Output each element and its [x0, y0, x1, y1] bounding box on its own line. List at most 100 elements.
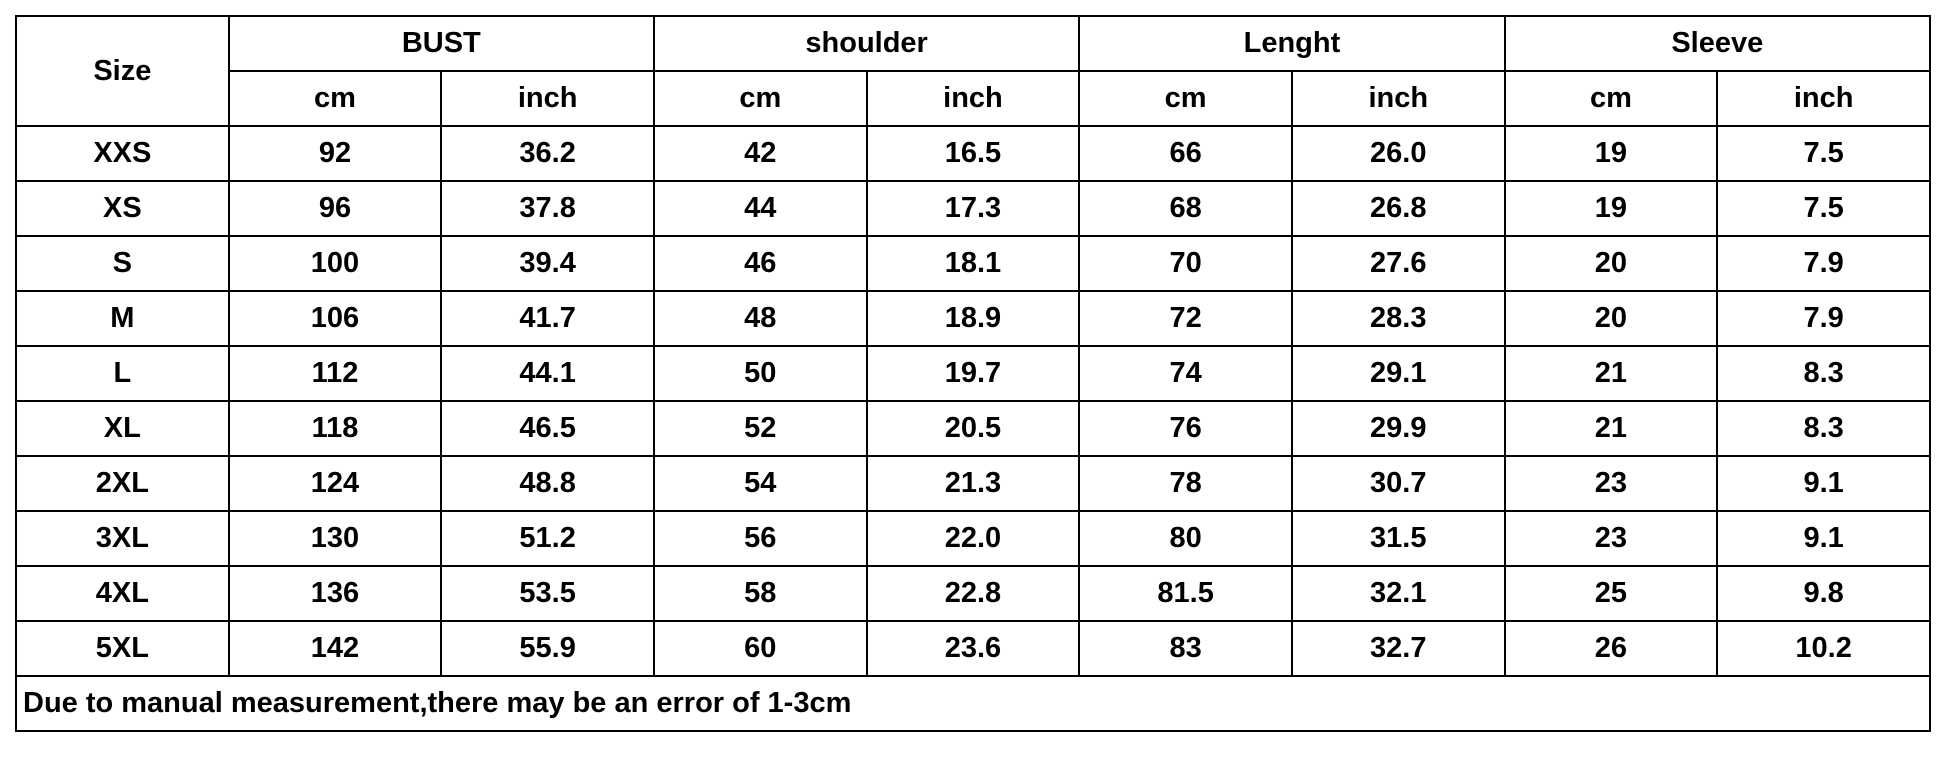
measurement: 10.2	[1716, 620, 1931, 677]
measurement: 9.1	[1716, 455, 1931, 512]
size-label: XXS	[15, 125, 230, 182]
measurement: 44.1	[440, 345, 655, 402]
note-row: Due to manual measurement,there may be a…	[15, 675, 1931, 732]
measurement: 36.2	[440, 125, 655, 182]
unit-header: inch	[1716, 70, 1931, 127]
measurement: 92	[227, 125, 443, 182]
unit-header: cm	[227, 70, 443, 127]
data-row: 5XL 142 55.9 60 23.6 83 32.7 26 10.2	[15, 620, 1931, 677]
measurement: 18.9	[865, 290, 1081, 347]
measurement: 20	[1503, 235, 1719, 292]
data-row: S 100 39.4 46 18.1 70 27.6 20 7.9	[15, 235, 1931, 292]
measurement: 52	[652, 400, 868, 457]
measurement: 70	[1078, 235, 1293, 292]
measurement: 9.8	[1716, 565, 1931, 622]
data-row: M 106 41.7 48 18.9 72 28.3 20 7.9	[15, 290, 1931, 347]
measurement: 19.7	[865, 345, 1081, 402]
data-row: L 112 44.1 50 19.7 74 29.1 21 8.3	[15, 345, 1931, 402]
size-label: XS	[15, 180, 230, 237]
measurement: 118	[227, 400, 443, 457]
group-header: BUST	[227, 15, 655, 72]
measurement: 22.8	[865, 565, 1081, 622]
measurement: 66	[1078, 125, 1293, 182]
measurement: 124	[227, 455, 443, 512]
measurement: 19	[1503, 125, 1719, 182]
measurement: 23.6	[865, 620, 1081, 677]
size-label: XL	[15, 400, 230, 457]
measurement: 74	[1078, 345, 1293, 402]
measurement: 48	[652, 290, 868, 347]
measurement: 16.5	[865, 125, 1081, 182]
measurement: 130	[227, 510, 443, 567]
measurement: 7.9	[1716, 290, 1931, 347]
measurement: 23	[1503, 455, 1719, 512]
measurement: 106	[227, 290, 443, 347]
measurement: 68	[1078, 180, 1293, 237]
measurement: 26.8	[1290, 180, 1506, 237]
measurement: 96	[227, 180, 443, 237]
measurement: 31.5	[1290, 510, 1506, 567]
measurement: 76	[1078, 400, 1293, 457]
measurement: 78	[1078, 455, 1293, 512]
measurement: 136	[227, 565, 443, 622]
measurement: 32.7	[1290, 620, 1506, 677]
measurement: 112	[227, 345, 443, 402]
size-label: L	[15, 345, 230, 402]
measurement: 8.3	[1716, 400, 1931, 457]
size-label: 2XL	[15, 455, 230, 512]
measurement: 81.5	[1078, 565, 1293, 622]
measurement: 20.5	[865, 400, 1081, 457]
measurement: 8.3	[1716, 345, 1931, 402]
measurement: 25	[1503, 565, 1719, 622]
measurement: 20	[1503, 290, 1719, 347]
measurement: 26	[1503, 620, 1719, 677]
measurement: 18.1	[865, 235, 1081, 292]
data-row: XL 118 46.5 52 20.5 76 29.9 21 8.3	[15, 400, 1931, 457]
unit-header: cm	[652, 70, 868, 127]
header-row: Size BUST shoulder Lenght Sleeve	[15, 15, 1932, 127]
measurement: 83	[1078, 620, 1293, 677]
measurement: 44	[652, 180, 868, 237]
measurement: 56	[652, 510, 868, 567]
measurement: 21	[1503, 400, 1719, 457]
unit-header: inch	[1290, 70, 1506, 127]
size-label: 5XL	[15, 620, 230, 677]
measurement: 46.5	[440, 400, 655, 457]
unit-header: inch	[440, 70, 655, 127]
measurement: 19	[1503, 180, 1719, 237]
measurement: 7.9	[1716, 235, 1931, 292]
measurement: 21.3	[865, 455, 1081, 512]
measurement: 42	[652, 125, 868, 182]
measurement: 29.1	[1290, 345, 1506, 402]
measurement: 53.5	[440, 565, 655, 622]
measurement: 23	[1503, 510, 1719, 567]
size-label: M	[15, 290, 230, 347]
size-label: 4XL	[15, 565, 230, 622]
measurement: 27.6	[1290, 235, 1506, 292]
unit-header: inch	[865, 70, 1081, 127]
measurement: 32.1	[1290, 565, 1506, 622]
data-row: 2XL 124 48.8 54 21.3 78 30.7 23 9.1	[15, 455, 1931, 512]
unit-row: cm inch cm inch cm inch cm inch	[16, 70, 1931, 127]
measurement: 9.1	[1716, 510, 1931, 567]
group-header: shoulder	[652, 15, 1081, 72]
measurement: 58	[652, 565, 868, 622]
measurement: 30.7	[1290, 455, 1506, 512]
data-row: 3XL 130 51.2 56 22.0 80 31.5 23 9.1	[15, 510, 1931, 567]
data-row: 4XL 136 53.5 58 22.8 81.5 32.1 25 9.8	[15, 565, 1931, 622]
measurement: 60	[652, 620, 868, 677]
size-table: Size BUST shoulder Lenght Sleeve cm inch cm inch…	[15, 15, 1932, 732]
size-label: 3XL	[15, 510, 230, 567]
measurement: 7.5	[1716, 180, 1931, 237]
measurement: 22.0	[865, 510, 1081, 567]
group-header: Lenght	[1078, 15, 1506, 72]
measurement: 7.5	[1716, 125, 1931, 182]
measurement: 51.2	[440, 510, 655, 567]
data-row: XS 96 37.8 44 17.3 68 26.8 19 7.5	[15, 180, 1931, 237]
measurement: 46	[652, 235, 868, 292]
group-header: Sleeve	[1503, 15, 1932, 72]
measurement: 21	[1503, 345, 1719, 402]
measurement: 100	[227, 235, 443, 292]
measurement: 72	[1078, 290, 1293, 347]
measurement: 80	[1078, 510, 1293, 567]
